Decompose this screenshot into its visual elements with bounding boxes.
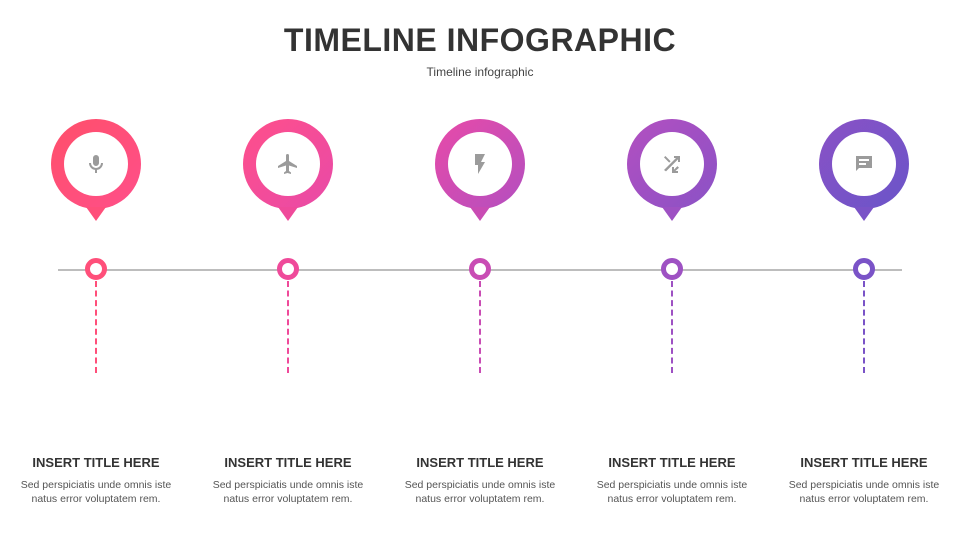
timeline-caption: INSERT TITLE HERE Sed perspiciatis unde o… bbox=[394, 455, 567, 506]
timeline-caption: INSERT TITLE HERE Sed perspiciatis unde o… bbox=[10, 455, 183, 506]
timeline-dot bbox=[85, 258, 107, 280]
timeline bbox=[0, 119, 960, 379]
caption-body: Sed perspiciatis unde omnis iste natus e… bbox=[586, 478, 759, 506]
timeline-ring-inner bbox=[832, 132, 896, 196]
caption-title: INSERT TITLE HERE bbox=[778, 455, 951, 470]
chat-icon bbox=[852, 152, 876, 176]
timeline-dash bbox=[95, 281, 97, 373]
timeline-dash bbox=[671, 281, 673, 373]
page-title: TIMELINE INFOGRAPHIC bbox=[0, 22, 960, 59]
timeline-ring bbox=[435, 119, 525, 209]
timeline-ring-inner bbox=[640, 132, 704, 196]
timeline-dash bbox=[863, 281, 865, 373]
timeline-ring bbox=[819, 119, 909, 209]
timeline-ring bbox=[243, 119, 333, 209]
timeline-item bbox=[586, 119, 759, 221]
caption-body: Sed perspiciatis unde omnis iste natus e… bbox=[394, 478, 567, 506]
caption-body: Sed perspiciatis unde omnis iste natus e… bbox=[202, 478, 375, 506]
caption-body: Sed perspiciatis unde omnis iste natus e… bbox=[10, 478, 183, 506]
caption-body: Sed perspiciatis unde omnis iste natus e… bbox=[778, 478, 951, 506]
caption-title: INSERT TITLE HERE bbox=[586, 455, 759, 470]
timeline-caption: INSERT TITLE HERE Sed perspiciatis unde o… bbox=[586, 455, 759, 506]
timeline-caption: INSERT TITLE HERE Sed perspiciatis unde o… bbox=[778, 455, 951, 506]
timeline-pointer bbox=[662, 207, 682, 221]
caption-title: INSERT TITLE HERE bbox=[394, 455, 567, 470]
timeline-ring-inner bbox=[64, 132, 128, 196]
timeline-pointer bbox=[470, 207, 490, 221]
timeline-captions: INSERT TITLE HERE Sed perspiciatis unde o… bbox=[0, 455, 960, 506]
timeline-item bbox=[202, 119, 375, 221]
mic-icon bbox=[84, 152, 108, 176]
timeline-pointer bbox=[278, 207, 298, 221]
timeline-pointer bbox=[86, 207, 106, 221]
timeline-dot bbox=[661, 258, 683, 280]
timeline-dash bbox=[287, 281, 289, 373]
timeline-dot bbox=[469, 258, 491, 280]
plane-icon bbox=[276, 152, 300, 176]
page-subtitle: Timeline infographic bbox=[0, 65, 960, 79]
timeline-ring bbox=[51, 119, 141, 209]
bolt-icon bbox=[468, 152, 492, 176]
timeline-caption: INSERT TITLE HERE Sed perspiciatis unde o… bbox=[202, 455, 375, 506]
timeline-dot bbox=[853, 258, 875, 280]
timeline-ring-inner bbox=[256, 132, 320, 196]
timeline-item bbox=[10, 119, 183, 221]
timeline-pointer bbox=[854, 207, 874, 221]
timeline-ring bbox=[627, 119, 717, 209]
timeline-item bbox=[778, 119, 951, 221]
timeline-items bbox=[0, 119, 960, 221]
shuffle-icon bbox=[660, 152, 684, 176]
timeline-dash bbox=[479, 281, 481, 373]
timeline-ring-inner bbox=[448, 132, 512, 196]
caption-title: INSERT TITLE HERE bbox=[202, 455, 375, 470]
timeline-item bbox=[394, 119, 567, 221]
caption-title: INSERT TITLE HERE bbox=[10, 455, 183, 470]
header: TIMELINE INFOGRAPHIC Timeline infographi… bbox=[0, 0, 960, 79]
timeline-dot bbox=[277, 258, 299, 280]
